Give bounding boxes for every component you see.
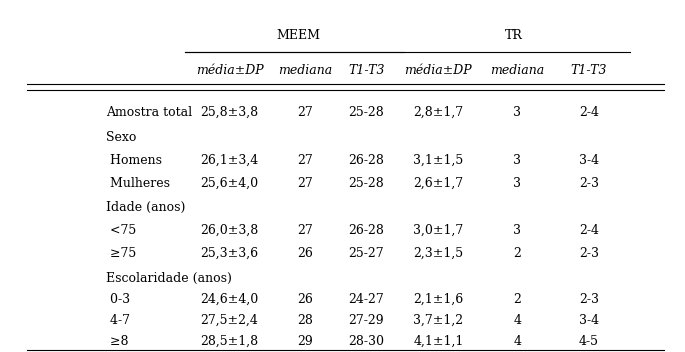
Text: 2-3: 2-3: [579, 247, 599, 260]
Text: 29: 29: [297, 335, 312, 348]
Text: 28-30: 28-30: [349, 335, 384, 348]
Text: 2-3: 2-3: [579, 177, 599, 189]
Text: 2: 2: [513, 293, 521, 306]
Text: 2: 2: [513, 247, 521, 260]
Text: mediana: mediana: [490, 64, 545, 77]
Text: Escolaridade (anos): Escolaridade (anos): [106, 272, 232, 284]
Text: 27: 27: [297, 224, 312, 237]
Text: 27: 27: [297, 177, 312, 189]
Text: TR: TR: [505, 29, 523, 42]
Text: 4-5: 4-5: [579, 335, 599, 348]
Text: 26,1±3,4: 26,1±3,4: [200, 154, 259, 166]
Text: 25,8±3,8: 25,8±3,8: [201, 106, 258, 119]
Text: 2-4: 2-4: [579, 224, 599, 237]
Text: 28: 28: [297, 314, 313, 327]
Text: 3,7±1,2: 3,7±1,2: [413, 314, 464, 327]
Text: 3: 3: [513, 106, 521, 119]
Text: 0-3: 0-3: [106, 293, 130, 306]
Text: 24,6±4,0: 24,6±4,0: [200, 293, 259, 306]
Text: 26,0±3,8: 26,0±3,8: [200, 224, 259, 237]
Text: T1-T3: T1-T3: [571, 64, 608, 77]
Text: 3: 3: [513, 177, 521, 189]
Text: Homens: Homens: [106, 154, 162, 166]
Text: 25,6±4,0: 25,6±4,0: [201, 177, 258, 189]
Text: 3: 3: [513, 154, 521, 166]
Text: 25,3±3,6: 25,3±3,6: [201, 247, 258, 260]
Text: 26-28: 26-28: [349, 224, 384, 237]
Text: 3-4: 3-4: [579, 314, 599, 327]
Text: 26: 26: [297, 293, 313, 306]
Text: 27-29: 27-29: [349, 314, 384, 327]
Text: T1-T3: T1-T3: [348, 64, 385, 77]
Text: 3,1±1,5: 3,1±1,5: [413, 154, 464, 166]
Text: 27,5±2,4: 27,5±2,4: [201, 314, 258, 327]
Text: 2,8±1,7: 2,8±1,7: [413, 106, 464, 119]
Text: Mulheres: Mulheres: [106, 177, 170, 189]
Text: 4: 4: [513, 314, 521, 327]
Text: 24-27: 24-27: [349, 293, 384, 306]
Text: 2-4: 2-4: [579, 106, 599, 119]
Text: Amostra total: Amostra total: [106, 106, 192, 119]
Text: média±DP: média±DP: [196, 64, 263, 77]
Text: 25-27: 25-27: [349, 247, 384, 260]
Text: 25-28: 25-28: [349, 177, 384, 189]
Text: 27: 27: [297, 106, 312, 119]
Text: 27: 27: [297, 154, 312, 166]
Text: 4,1±1,1: 4,1±1,1: [413, 335, 464, 348]
Text: Idade (anos): Idade (anos): [106, 201, 186, 214]
Text: 3: 3: [513, 224, 521, 237]
Text: 3-4: 3-4: [579, 154, 599, 166]
Text: 3,0±1,7: 3,0±1,7: [413, 224, 464, 237]
Text: 2,1±1,6: 2,1±1,6: [413, 293, 464, 306]
Text: MEEM: MEEM: [276, 29, 320, 42]
Text: 25-28: 25-28: [349, 106, 384, 119]
Text: 4: 4: [513, 335, 521, 348]
Text: <75: <75: [106, 224, 136, 237]
Text: 28,5±1,8: 28,5±1,8: [201, 335, 258, 348]
Text: 2,3±1,5: 2,3±1,5: [413, 247, 464, 260]
Text: mediana: mediana: [277, 64, 332, 77]
Text: 26: 26: [297, 247, 313, 260]
Text: média±DP: média±DP: [405, 64, 472, 77]
Text: 4-7: 4-7: [106, 314, 130, 327]
Text: ≥75: ≥75: [106, 247, 136, 260]
Text: 2,6±1,7: 2,6±1,7: [413, 177, 464, 189]
Text: 26-28: 26-28: [349, 154, 384, 166]
Text: Sexo: Sexo: [106, 131, 136, 144]
Text: 2-3: 2-3: [579, 293, 599, 306]
Text: ≥8: ≥8: [106, 335, 129, 348]
